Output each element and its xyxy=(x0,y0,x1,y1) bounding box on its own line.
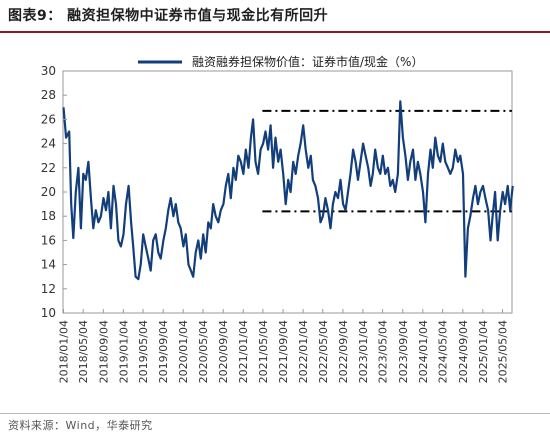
x-tick-label: 2024/01/04 xyxy=(417,320,430,383)
footer-divider xyxy=(0,413,550,414)
y-tick-label: 28 xyxy=(41,88,56,102)
x-tick-label: 2020/01/04 xyxy=(177,320,190,383)
x-tick-label: 2025/01/04 xyxy=(477,320,490,383)
y-tick-label: 18 xyxy=(41,209,56,223)
series-line xyxy=(62,100,514,281)
x-tick-label: 2021/01/04 xyxy=(237,320,250,383)
x-tick-label: 2018/01/04 xyxy=(57,320,70,383)
x-tick-label: 2019/01/04 xyxy=(117,320,130,383)
x-tick-label: 2024/05/04 xyxy=(437,320,450,383)
x-tick-label: 2023/05/04 xyxy=(377,320,390,383)
x-tick-label: 2024/09/04 xyxy=(457,320,470,383)
x-tick-label: 2018/09/04 xyxy=(97,320,110,383)
y-tick-label: 20 xyxy=(41,185,56,199)
x-tick-label: 2021/05/04 xyxy=(257,320,270,383)
y-tick-label: 22 xyxy=(41,161,56,175)
y-tick-label: 26 xyxy=(41,112,56,126)
legend-label: 融资融券担保物价值：证券市值/现金（%） xyxy=(192,54,423,69)
x-tick-label: 2022/05/04 xyxy=(317,320,330,383)
figure-title: 图表9： 融资担保物中证券市值与现金比有所回升 xyxy=(8,8,329,24)
y-tick-label: 14 xyxy=(41,258,56,272)
x-tick-label: 2019/09/04 xyxy=(157,320,170,383)
title-divider xyxy=(0,31,550,33)
y-tick-label: 16 xyxy=(41,233,56,247)
x-tick-label: 2025/05/04 xyxy=(496,320,509,383)
x-tick-label: 2021/09/04 xyxy=(277,320,290,383)
chart-svg: 10 12 14 16 18 20 22 24 26 28 30 2018/01/04 2018/05… xyxy=(41,54,514,383)
x-tick-label: 2023/09/04 xyxy=(397,320,410,383)
source-note: 资料来源：Wind，华泰研究 xyxy=(8,419,153,432)
x-tick-label: 2020/09/04 xyxy=(217,320,230,383)
x-tick-label: 2018/05/04 xyxy=(77,320,90,383)
x-tick-label: 2019/05/04 xyxy=(137,320,150,383)
x-tick-label: 2022/09/04 xyxy=(337,320,350,383)
y-tick-label: 12 xyxy=(41,282,56,296)
y-tick-label: 10 xyxy=(41,306,56,320)
x-tick-label: 2023/01/04 xyxy=(357,320,370,383)
y-tick-label: 24 xyxy=(41,137,56,151)
y-tick-label: 30 xyxy=(41,64,56,78)
x-tick-label: 2022/01/04 xyxy=(297,320,310,383)
x-tick-label: 2020/05/04 xyxy=(197,320,210,383)
